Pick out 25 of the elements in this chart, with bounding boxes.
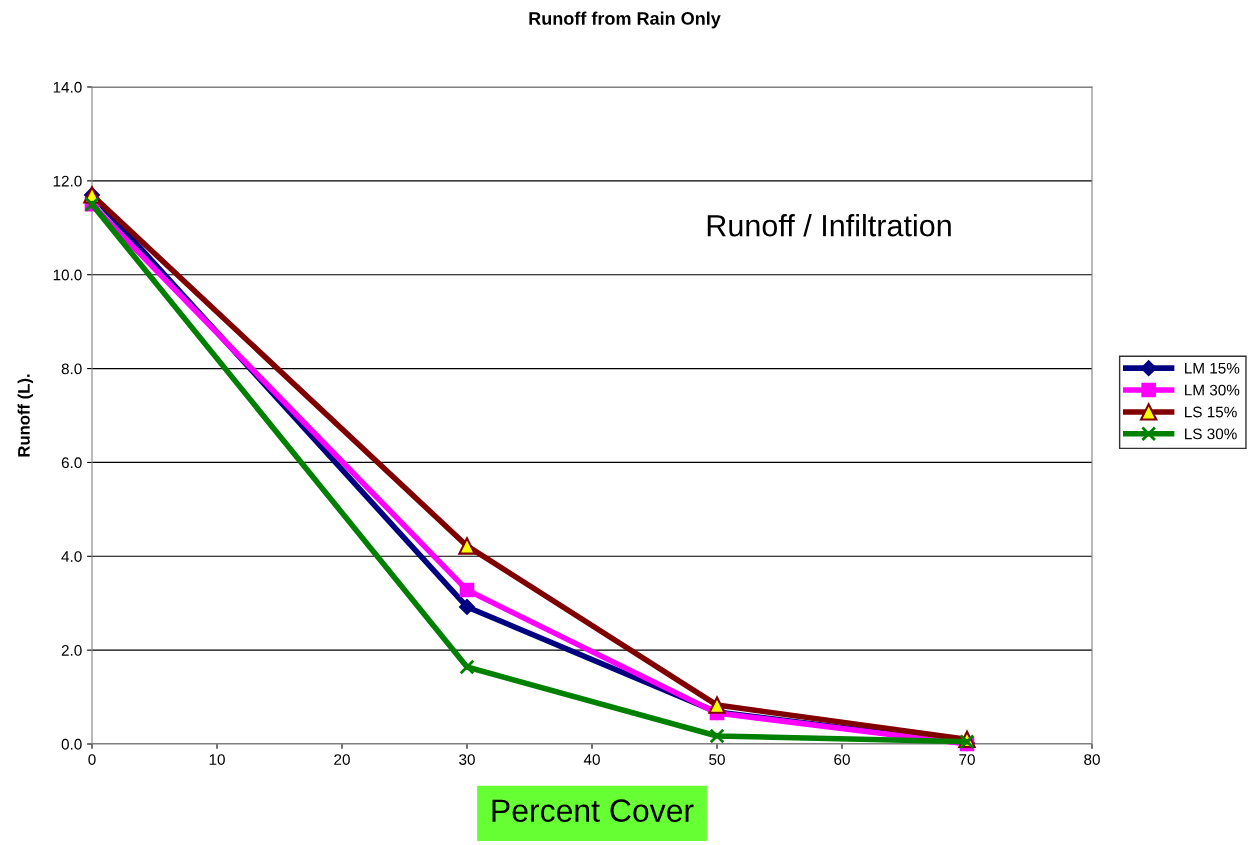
y-tick-label: 12.0 [53, 175, 82, 187]
x-tick-label: 40 [583, 754, 600, 765]
legend-label: LM 30% [1185, 384, 1240, 396]
y-tick-label: 2.0 [61, 645, 82, 656]
annotation: Runoff / Infiltration [707, 214, 951, 237]
x-tick-label: 70 [959, 754, 975, 765]
legend-label: LS 15% [1185, 406, 1237, 418]
x-tick-label: 50 [709, 754, 725, 765]
chart-title: Runoff from Rain Only [529, 11, 721, 29]
legend-label: LS 30% [1185, 428, 1237, 440]
legend-label: LM 15% [1185, 362, 1240, 374]
y-tick-label: 4.0 [61, 551, 82, 562]
x-axis-title: Percent Cover [492, 799, 694, 822]
x-tick-label: 10 [209, 754, 225, 765]
x-tick-label: 20 [334, 754, 350, 765]
x-tick-label: 0 [88, 754, 96, 765]
y-tick-label: 8.0 [61, 363, 82, 375]
y-axis-title: Runoff (L). [17, 374, 34, 457]
y-tick-label: 6.0 [61, 457, 82, 469]
y-tick-label: 10.0 [53, 269, 82, 281]
x-tick-label: 30 [459, 754, 475, 765]
y-tick-label: 14.0 [53, 81, 82, 93]
x-tick-label: 60 [834, 754, 850, 765]
y-tick-label: 0.0 [61, 738, 82, 750]
x-tick-label: 80 [1084, 754, 1100, 765]
